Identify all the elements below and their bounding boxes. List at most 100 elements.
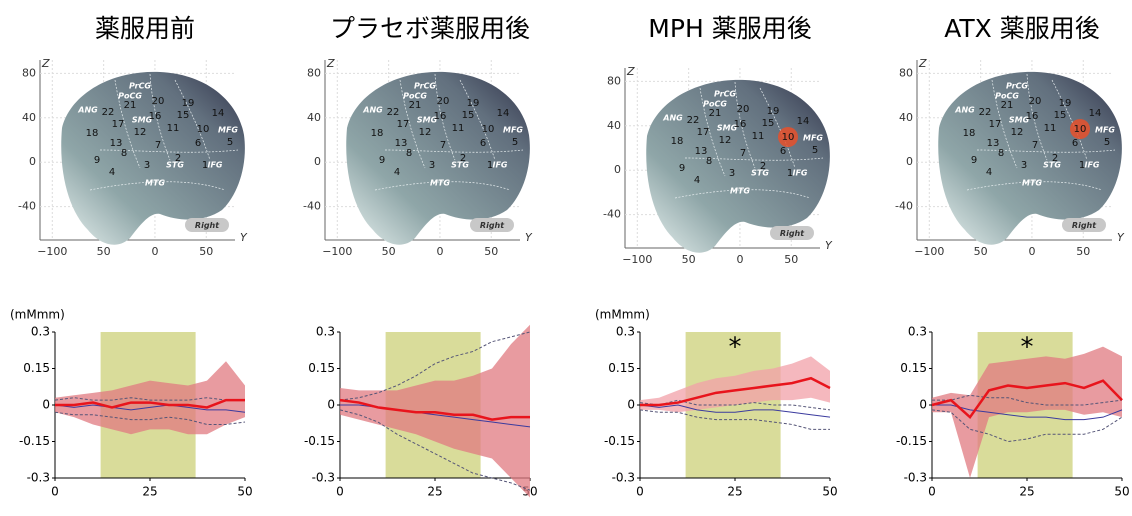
channel-label: 12 — [719, 135, 732, 146]
channel-label: 17 — [397, 119, 410, 130]
channel-label: 16 — [149, 111, 162, 122]
y-tick-label: -0.15 — [604, 434, 635, 448]
z-tick-label: 0 — [314, 155, 321, 168]
channel-label: 14 — [1089, 108, 1102, 119]
channel-label: 8 — [998, 148, 1004, 159]
channel-label: 19 — [467, 98, 480, 109]
channel-label: 10 — [1074, 124, 1087, 135]
channel-label: 1 — [487, 160, 493, 171]
x-tick-label: 50 — [237, 485, 252, 499]
region-label: MTG — [1022, 179, 1042, 188]
y-tick-label: −100 — [914, 245, 944, 258]
region-label: ANG — [362, 106, 383, 115]
channel-label: 17 — [697, 127, 710, 138]
z-tick-label: 80 — [607, 74, 621, 87]
region-label: ANG — [954, 106, 975, 115]
channel-label: 11 — [452, 123, 465, 134]
z-tick-label: 0 — [29, 155, 36, 168]
channel-label: 13 — [395, 138, 408, 149]
region-label: MFG — [503, 126, 523, 135]
channel-label: 11 — [167, 123, 180, 134]
region-label: PrCG — [414, 82, 436, 91]
channel-label: 20 — [152, 96, 165, 107]
channel-label: 22 — [979, 107, 992, 118]
z-tick-label: -40 — [895, 200, 913, 213]
z-tick-label: -40 — [603, 208, 621, 221]
y-tick-label: -0.3 — [27, 471, 50, 485]
channel-label: 7 — [440, 140, 446, 151]
region-label: MFG — [218, 126, 238, 135]
y-tick-label: 0 — [327, 398, 335, 412]
x-tick-label: 25 — [427, 485, 442, 499]
channel-label: 18 — [671, 136, 684, 147]
y-tick-label: 50 — [682, 253, 696, 266]
channel-label: 19 — [767, 106, 780, 117]
x-tick-label: 0 — [636, 485, 644, 499]
channel-label: 2 — [460, 153, 466, 164]
channel-label: 13 — [695, 146, 708, 157]
channel-label: 12 — [134, 127, 147, 138]
channel-label: 20 — [1029, 96, 1042, 107]
channel-label: 6 — [480, 138, 486, 149]
y-tick-label: 0.3 — [616, 325, 635, 339]
channel-label: 9 — [971, 155, 977, 166]
channel-label: 3 — [144, 160, 150, 171]
y-tick-label: 50 — [974, 245, 988, 258]
channel-label: 1 — [787, 168, 793, 179]
y-unit: (mMmm) — [595, 308, 650, 322]
channel-label: 17 — [989, 119, 1002, 130]
channel-label: 10 — [782, 132, 795, 143]
y-tick-label: 0 — [42, 398, 50, 412]
x-tick-label: 25 — [1019, 485, 1034, 499]
y-tick-label: 0.15 — [608, 361, 635, 375]
z-tick-label: -40 — [303, 200, 321, 213]
channel-label: 8 — [406, 148, 412, 159]
channel-label: 17 — [112, 119, 125, 130]
channel-label: 3 — [1021, 160, 1027, 171]
axis-label: Z — [918, 57, 927, 70]
channel-label: 6 — [1072, 138, 1078, 149]
channel-label: 19 — [1059, 98, 1072, 109]
channel-label: 10 — [482, 124, 495, 135]
x-tick-label: 0 — [51, 485, 59, 499]
side-label: Right — [780, 229, 805, 238]
channel-label: 15 — [762, 118, 775, 129]
region-label: PrCG — [1006, 82, 1028, 91]
channel-label: 5 — [1104, 137, 1110, 148]
channel-label: 6 — [780, 146, 786, 157]
channel-label: 13 — [110, 138, 123, 149]
panel-title: MPH 薬服用後 — [648, 14, 811, 43]
panel-title: 薬服用前 — [95, 14, 195, 43]
side-label: Right — [195, 221, 220, 230]
x-tick-label: 25 — [727, 485, 742, 499]
channel-label: 1 — [202, 160, 208, 171]
channel-label: 6 — [195, 138, 201, 149]
x-tick-label: 25 — [142, 485, 157, 499]
z-tick-label: 80 — [899, 66, 913, 79]
x-tick-label: 50 — [822, 485, 837, 499]
z-tick-label: 80 — [307, 66, 321, 79]
y-tick-label: -0.15 — [19, 434, 50, 448]
y-unit: (mMmm) — [10, 308, 65, 322]
channel-label: 21 — [1001, 100, 1014, 111]
channel-label: 20 — [437, 96, 450, 107]
channel-label: 8 — [121, 148, 127, 159]
region-label: IFG — [207, 161, 222, 170]
y-tick-label: 50 — [97, 245, 111, 258]
annotation: * — [729, 333, 742, 363]
channel-label: 11 — [752, 131, 765, 142]
y-tick-label: 0 — [736, 253, 743, 266]
y-tick-label: 0 — [436, 245, 443, 258]
channel-label: 5 — [512, 137, 518, 148]
brain-map: ZY80400-40−10050050PrCGPoCGANGSMGMFGSTGI… — [303, 57, 533, 258]
side-label: Right — [480, 221, 505, 230]
y-tick-label: 0.15 — [23, 361, 50, 375]
channel-label: 3 — [729, 168, 735, 179]
channel-label: 12 — [419, 127, 432, 138]
channel-label: 2 — [175, 153, 181, 164]
channel-label: 22 — [387, 107, 400, 118]
x-tick-label: 0 — [928, 485, 936, 499]
z-tick-label: 40 — [607, 119, 621, 132]
annotation: * — [1021, 333, 1034, 363]
channel-label: 16 — [1026, 111, 1039, 122]
